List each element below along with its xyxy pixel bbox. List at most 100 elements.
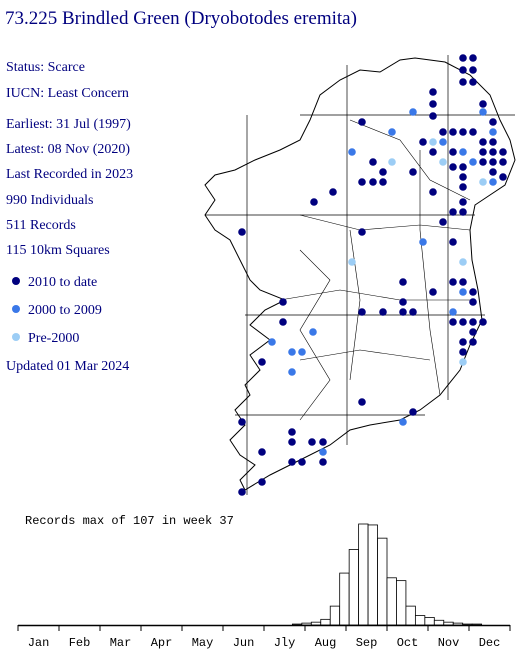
record-dot (409, 108, 417, 116)
record-dot (399, 418, 407, 426)
record-dot (449, 238, 457, 246)
record-dot (459, 318, 467, 326)
legend-label: 2010 to date (28, 275, 97, 290)
bar (348, 549, 360, 626)
record-dot (459, 198, 467, 206)
info-line: Latest: 08 Nov (2020) (6, 142, 130, 157)
record-dot (268, 338, 276, 346)
record-dot (439, 218, 447, 226)
record-dot (469, 338, 477, 346)
record-dot (459, 173, 467, 181)
record-dot (358, 398, 366, 406)
record-dot (449, 318, 457, 326)
record-dot (479, 138, 487, 146)
record-dot (489, 158, 497, 166)
records-dots (238, 54, 507, 496)
record-dot (288, 348, 296, 356)
record-dot (499, 148, 507, 156)
record-dot (469, 318, 477, 326)
record-dot (489, 168, 497, 176)
legend-label: 2000 to 2009 (28, 303, 102, 318)
record-dot (258, 478, 266, 486)
record-dot (379, 178, 387, 186)
record-dot (309, 328, 317, 336)
record-dot (348, 148, 356, 156)
record-dot (288, 458, 296, 466)
record-dot (429, 288, 437, 296)
record-dot (479, 178, 487, 186)
record-dot (459, 54, 467, 62)
record-dot (449, 208, 457, 216)
ireland-outline (204, 57, 516, 491)
record-dot (459, 66, 467, 74)
record-dot (449, 148, 457, 156)
record-dot (469, 78, 477, 86)
record-dot (429, 88, 437, 96)
record-dot (369, 178, 377, 186)
x-tick-label: Apr (151, 636, 173, 650)
info-line: Earliest: 31 Jul (1997) (6, 117, 131, 132)
record-dot (238, 488, 246, 496)
histogram-title: Records max of 107 in week 37 (25, 514, 234, 528)
record-dot (288, 428, 296, 436)
record-dot (279, 318, 287, 326)
record-dot (358, 118, 366, 126)
record-dot (489, 148, 497, 156)
x-tick-label: Jun (233, 636, 255, 650)
record-dot (298, 348, 306, 356)
record-dot (310, 198, 318, 206)
record-dot (469, 54, 477, 62)
record-dot (329, 188, 337, 196)
info-line: 990 Individuals (6, 193, 94, 208)
record-dot (288, 438, 296, 446)
bar (396, 580, 407, 626)
x-tick-label: Feb (69, 636, 91, 650)
record-dot (459, 358, 467, 366)
record-dot (479, 108, 487, 116)
record-dot (238, 228, 246, 236)
histogram: Records max of 107 in week 37 Jan Feb Mar A… (17, 514, 511, 650)
title: 73.225 Brindled Green (Dryobotodes eremi… (5, 8, 357, 29)
record-dot (459, 338, 467, 346)
record-dot (459, 208, 467, 216)
record-dot (459, 183, 467, 191)
record-dot (319, 448, 327, 456)
bar (329, 605, 341, 626)
bar (433, 619, 445, 626)
record-dot (419, 238, 427, 246)
record-dot (399, 308, 407, 316)
x-tick-label: Jan (28, 636, 50, 650)
map (204, 54, 516, 496)
record-dot (449, 278, 457, 286)
record-dot (479, 318, 487, 326)
record-dot (258, 448, 266, 456)
legend-marker (12, 277, 20, 285)
record-dot (489, 178, 497, 186)
record-dot (429, 100, 437, 108)
record-dot (409, 308, 417, 316)
bar (358, 523, 369, 626)
bar (310, 621, 322, 626)
record-dot (319, 458, 327, 466)
bar (424, 617, 435, 626)
record-dot (429, 138, 437, 146)
record-dot (459, 148, 467, 156)
bar (414, 615, 426, 626)
legend-marker (12, 333, 20, 341)
bar (320, 618, 331, 626)
record-dot (358, 178, 366, 186)
record-dot (388, 158, 396, 166)
record-dot (469, 128, 477, 136)
record-dot (358, 228, 366, 236)
record-dot (419, 138, 427, 146)
x-tick-label: Sep (356, 636, 378, 650)
record-dot (459, 128, 467, 136)
info-line: 115 10km Squares (6, 243, 110, 258)
record-dot (258, 358, 266, 366)
record-dot (348, 258, 356, 266)
record-dot (429, 148, 437, 156)
record-dot (459, 278, 467, 286)
record-dot (429, 188, 437, 196)
bar (386, 577, 397, 626)
